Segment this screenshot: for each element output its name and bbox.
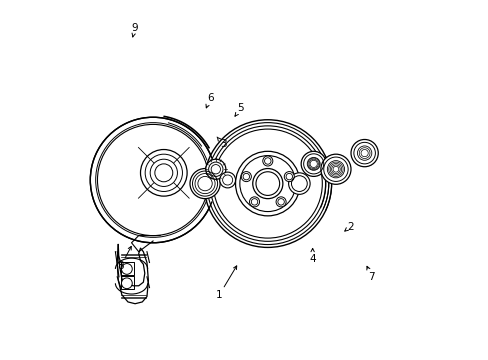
Text: 9: 9 (132, 23, 138, 33)
Circle shape (203, 120, 331, 247)
Text: 8: 8 (117, 261, 124, 271)
Circle shape (121, 264, 132, 274)
Circle shape (252, 168, 282, 199)
Circle shape (205, 159, 225, 179)
Circle shape (262, 156, 272, 166)
Circle shape (190, 168, 220, 199)
Circle shape (235, 151, 300, 216)
Text: 6: 6 (207, 93, 213, 103)
Circle shape (219, 172, 235, 188)
Circle shape (249, 197, 259, 207)
Text: 3: 3 (219, 139, 226, 149)
Text: 1: 1 (216, 290, 222, 300)
Text: 4: 4 (309, 254, 315, 264)
Text: 2: 2 (346, 222, 353, 231)
Circle shape (350, 139, 378, 167)
Circle shape (276, 197, 285, 207)
Circle shape (241, 172, 251, 182)
Text: 5: 5 (237, 103, 244, 113)
Circle shape (320, 154, 350, 184)
Circle shape (121, 278, 132, 289)
Circle shape (301, 151, 325, 176)
Circle shape (284, 172, 294, 182)
Circle shape (288, 173, 309, 194)
Text: 7: 7 (368, 272, 374, 282)
Circle shape (90, 117, 215, 243)
Circle shape (140, 149, 187, 196)
